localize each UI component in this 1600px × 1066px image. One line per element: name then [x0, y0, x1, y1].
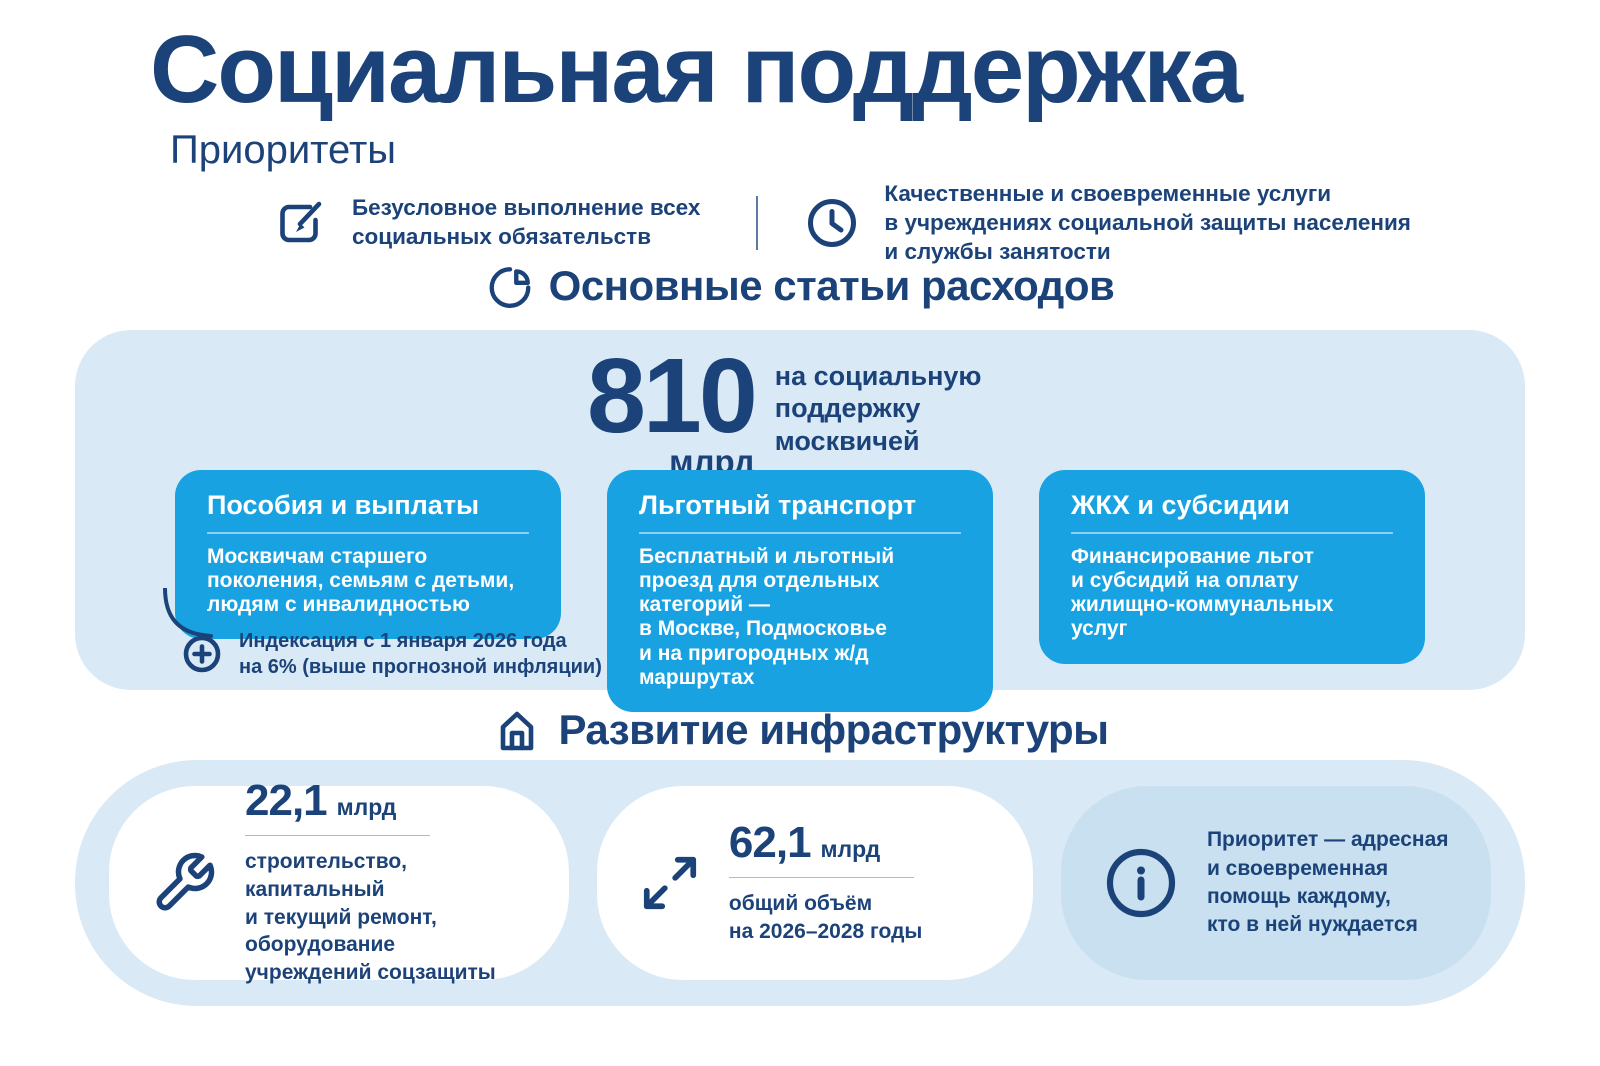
note-connector-line [161, 588, 219, 642]
clock-icon [804, 195, 860, 251]
priority-help-text: Приоритет — адресная и своевременная пом… [1206, 828, 1449, 937]
priority-item-obligations: Безусловное выполнение всех социальных о… [272, 194, 700, 252]
edit-icon [272, 195, 328, 251]
vertical-divider [756, 196, 759, 251]
page-subtitle: Приоритеты [170, 128, 397, 172]
metric-value-row: 22,1 млрд [245, 775, 431, 836]
section-heading-text: Развитие инфраструктуры [558, 706, 1109, 753]
expand-arrows-icon [639, 852, 701, 914]
infrastructure-panel: 22,1 млрд строительство, капитальный и т… [75, 760, 1525, 1006]
infra-card-construction: 22,1 млрд строительство, капитальный и т… [109, 778, 569, 984]
house-icon [491, 704, 543, 756]
metric-block: 22,1 млрд строительство, капитальный и т… [245, 775, 527, 988]
metric-unit: млрд [336, 793, 397, 820]
page-title: Социальная поддержка [150, 16, 1243, 123]
section-heading-text: Основные статьи расходов [548, 262, 1115, 309]
metric-value-row: 62,1 млрд [728, 817, 915, 878]
priority-item-services: Качественные и своевременные услуги в уч… [804, 180, 1411, 266]
expense-cards-row: Пособия и выплаты Москвичам старшего пок… [75, 470, 1525, 712]
metric-unit: млрд [820, 835, 881, 862]
indexation-note: Индексация с 1 января 2026 года на 6% (в… [181, 628, 602, 680]
infra-card-priority: Приоритет — адресная и своевременная пом… [1060, 786, 1491, 980]
expense-card-transport: Льготный транспорт Бесплатный и льготный… [607, 470, 993, 712]
section-heading-infrastructure: Развитие инфраструктуры [0, 704, 1600, 756]
plus-circle-icon [181, 633, 223, 675]
info-icon [1103, 845, 1179, 921]
expenses-panel: 810 млрд на социальную поддержку москвич… [75, 330, 1525, 712]
metric-block: 62,1 млрд общий объём на 2026–2028 годы [728, 817, 923, 946]
note-text: Индексация с 1 января 2026 года на 6% (в… [239, 630, 602, 678]
card-title: Пособия и выплаты [207, 490, 529, 534]
metric-text: общий объём на 2026–2028 годы [728, 891, 923, 943]
stat-label: на социальную поддержку москвичей [774, 361, 982, 456]
metric-text: строительство, капитальный и текущий рем… [245, 849, 496, 985]
priority-text: Качественные и своевременные услуги в уч… [884, 181, 1411, 264]
total-budget-stat: 810 млрд на социальную поддержку москвич… [586, 337, 982, 481]
expense-card-utilities: ЖКХ и субсидии Финансирование льгот и су… [1039, 470, 1425, 664]
metric-value: 22,1 [245, 775, 328, 825]
infra-card-total-volume: 62,1 млрд общий объём на 2026–2028 годы [596, 786, 1033, 980]
priority-text: Безусловное выполнение всех социальных о… [352, 195, 701, 250]
metric-value: 62,1 [728, 817, 812, 867]
card-title: ЖКХ и субсидии [1071, 490, 1393, 534]
pie-chart-icon [486, 262, 534, 310]
wrench-icon [151, 850, 217, 916]
stat-number-block: 810 млрд [586, 337, 758, 481]
card-body: Бесплатный и льготный проезд для отдельн… [639, 545, 895, 689]
card-title: Льготный транспорт [639, 490, 961, 534]
card-body: Финансирование льгот и субсидий на оплат… [1071, 545, 1334, 641]
priorities-row: Безусловное выполнение всех социальных о… [272, 180, 1411, 266]
card-body: Москвичам старшего поколения, семьям с д… [207, 545, 515, 617]
section-heading-expenses: Основные статьи расходов [0, 262, 1600, 310]
expense-card-benefits: Пособия и выплаты Москвичам старшего пок… [175, 470, 561, 640]
stat-value: 810 [586, 337, 758, 455]
